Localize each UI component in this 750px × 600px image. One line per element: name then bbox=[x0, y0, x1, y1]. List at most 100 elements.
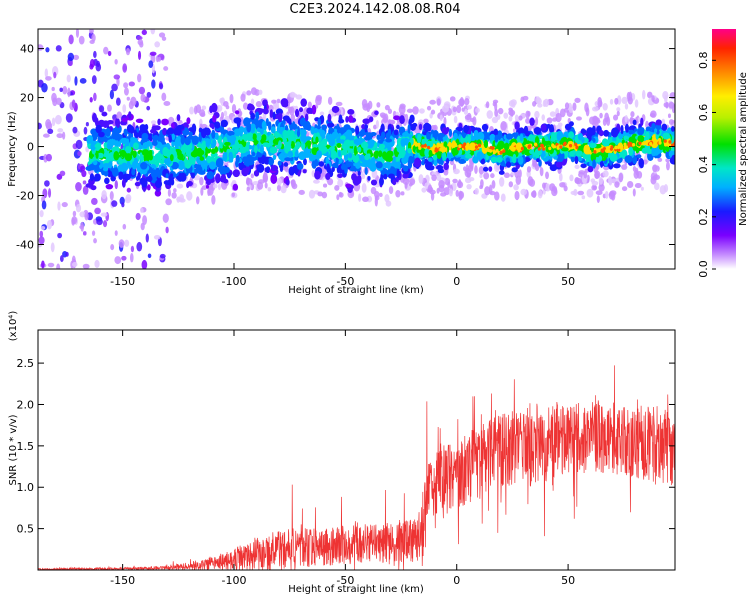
spectrogram-hotspot bbox=[588, 149, 592, 154]
spectrogram-cell bbox=[331, 166, 335, 173]
spectrogram-cell bbox=[431, 174, 437, 182]
spectrogram-cell bbox=[91, 75, 97, 85]
spectrogram-cell bbox=[298, 189, 305, 195]
spectrogram-cell bbox=[242, 102, 249, 110]
spectrogram-cell bbox=[205, 179, 212, 186]
spectrogram-cell bbox=[632, 119, 637, 126]
spectrogram-cell bbox=[336, 194, 340, 201]
spectrogram-cell bbox=[558, 151, 565, 161]
spectrogram-cell bbox=[655, 119, 662, 126]
spectrogram-cell bbox=[497, 140, 505, 150]
spectrogram-cell bbox=[161, 118, 169, 126]
spectrogram-cell bbox=[79, 77, 87, 84]
spectrogram-cell bbox=[299, 117, 307, 127]
spectrogram-cell bbox=[483, 172, 490, 180]
spectrogram-cell bbox=[191, 135, 199, 146]
spectrogram-cell bbox=[510, 99, 517, 106]
spectrogram-cell bbox=[132, 142, 139, 150]
spectrogram-cell bbox=[440, 192, 447, 197]
spectrogram-cell bbox=[375, 119, 379, 129]
spectrogram-cell bbox=[164, 157, 172, 166]
spectrogram-hotspot bbox=[610, 145, 614, 149]
spectrogram-y-tick-label: -40 bbox=[16, 239, 34, 252]
spectrogram-cell bbox=[460, 134, 469, 145]
spectrogram-cell bbox=[438, 180, 445, 189]
spectrogram-cell bbox=[284, 157, 292, 162]
spectrogram-cell bbox=[559, 173, 563, 182]
spectrogram-cell bbox=[311, 104, 317, 115]
spectrogram-cell bbox=[137, 39, 144, 46]
spectrogram-cell bbox=[123, 173, 131, 181]
spectrogram-cell bbox=[121, 202, 125, 208]
spectrogram-hotspot bbox=[668, 140, 672, 144]
spectrogram-cell bbox=[119, 149, 127, 158]
spectrogram-cell bbox=[125, 47, 131, 56]
spectrogram-hotspot bbox=[520, 146, 525, 151]
spectrogram-cell bbox=[148, 149, 153, 157]
spectrogram-cell bbox=[355, 125, 360, 136]
spectrogram-cell bbox=[512, 153, 517, 164]
spectrogram-cell bbox=[384, 104, 390, 111]
spectrogram-cell bbox=[542, 140, 549, 146]
spectrogram-cell bbox=[357, 174, 362, 184]
spectrogram-cell bbox=[358, 193, 362, 202]
spectrogram-cell bbox=[72, 126, 78, 134]
spectrogram-cell bbox=[453, 115, 458, 124]
spectrogram-cell bbox=[128, 111, 132, 119]
spectrogram-cell bbox=[227, 130, 235, 136]
spectrogram-cell bbox=[608, 175, 612, 185]
spectrogram-cell bbox=[295, 141, 301, 149]
spectrogram-y-ticks: -40 -20 0 20 40 bbox=[16, 43, 675, 252]
spectrogram-cell bbox=[339, 139, 346, 144]
spectrogram-cell bbox=[300, 135, 305, 142]
spectrogram-cell bbox=[602, 170, 609, 178]
spectrogram-cell bbox=[405, 113, 409, 124]
spectrogram-cell bbox=[329, 133, 333, 138]
spectrogram-cell bbox=[377, 157, 384, 162]
spectrogram-cell bbox=[410, 123, 416, 131]
spectrogram-cell bbox=[222, 152, 228, 162]
spectrogram-cell bbox=[468, 176, 475, 182]
spectrogram-cell bbox=[337, 150, 342, 158]
spectrogram-hotspot bbox=[645, 140, 649, 144]
spectrogram-cell bbox=[295, 108, 300, 118]
spectrogram-cell bbox=[436, 98, 441, 106]
spectrogram-cell bbox=[133, 129, 137, 137]
spectrogram-cell bbox=[667, 113, 671, 119]
spectrogram-cell bbox=[161, 92, 167, 102]
spectrogram-cell bbox=[361, 183, 367, 193]
spectrogram-cell bbox=[155, 157, 160, 168]
spectrogram-cell bbox=[127, 125, 135, 134]
spectrogram-cell bbox=[338, 118, 345, 124]
spectrogram-cell bbox=[38, 236, 45, 245]
spectrogram-cell bbox=[42, 133, 50, 138]
spectrogram-cell bbox=[308, 189, 316, 199]
spectrogram-cell bbox=[54, 114, 62, 125]
spectrogram-cell bbox=[668, 119, 674, 125]
spectrogram-cell bbox=[134, 181, 141, 187]
spectrogram-cell bbox=[169, 173, 174, 178]
spectrogram-cell bbox=[57, 128, 64, 133]
spectrogram-cell bbox=[490, 173, 495, 179]
spectrogram-cell bbox=[82, 263, 90, 269]
spectrogram-cell bbox=[118, 171, 123, 179]
spectrogram-cell bbox=[448, 188, 453, 197]
spectrogram-cell bbox=[250, 173, 254, 179]
spectrogram-cell bbox=[640, 186, 644, 191]
spectrogram-cell bbox=[652, 150, 659, 156]
spectrogram-cell bbox=[508, 115, 513, 122]
spectrogram-cell bbox=[290, 113, 296, 123]
spectrogram-cell bbox=[304, 113, 309, 122]
spectrogram-cell bbox=[57, 232, 63, 239]
spectrogram-cell bbox=[89, 29, 94, 34]
spectrogram-cell bbox=[327, 96, 333, 106]
spectrogram-cell bbox=[496, 156, 503, 163]
spectrogram-cell bbox=[345, 129, 353, 139]
spectrogram-cell bbox=[463, 108, 469, 115]
spectrogram-cell bbox=[541, 114, 545, 121]
spectrogram-cell bbox=[363, 146, 368, 156]
spectrogram-cell bbox=[387, 173, 395, 179]
spectrogram-cell bbox=[325, 172, 331, 181]
spectrogram-cell bbox=[176, 183, 184, 189]
spectrogram-cell bbox=[68, 34, 74, 45]
